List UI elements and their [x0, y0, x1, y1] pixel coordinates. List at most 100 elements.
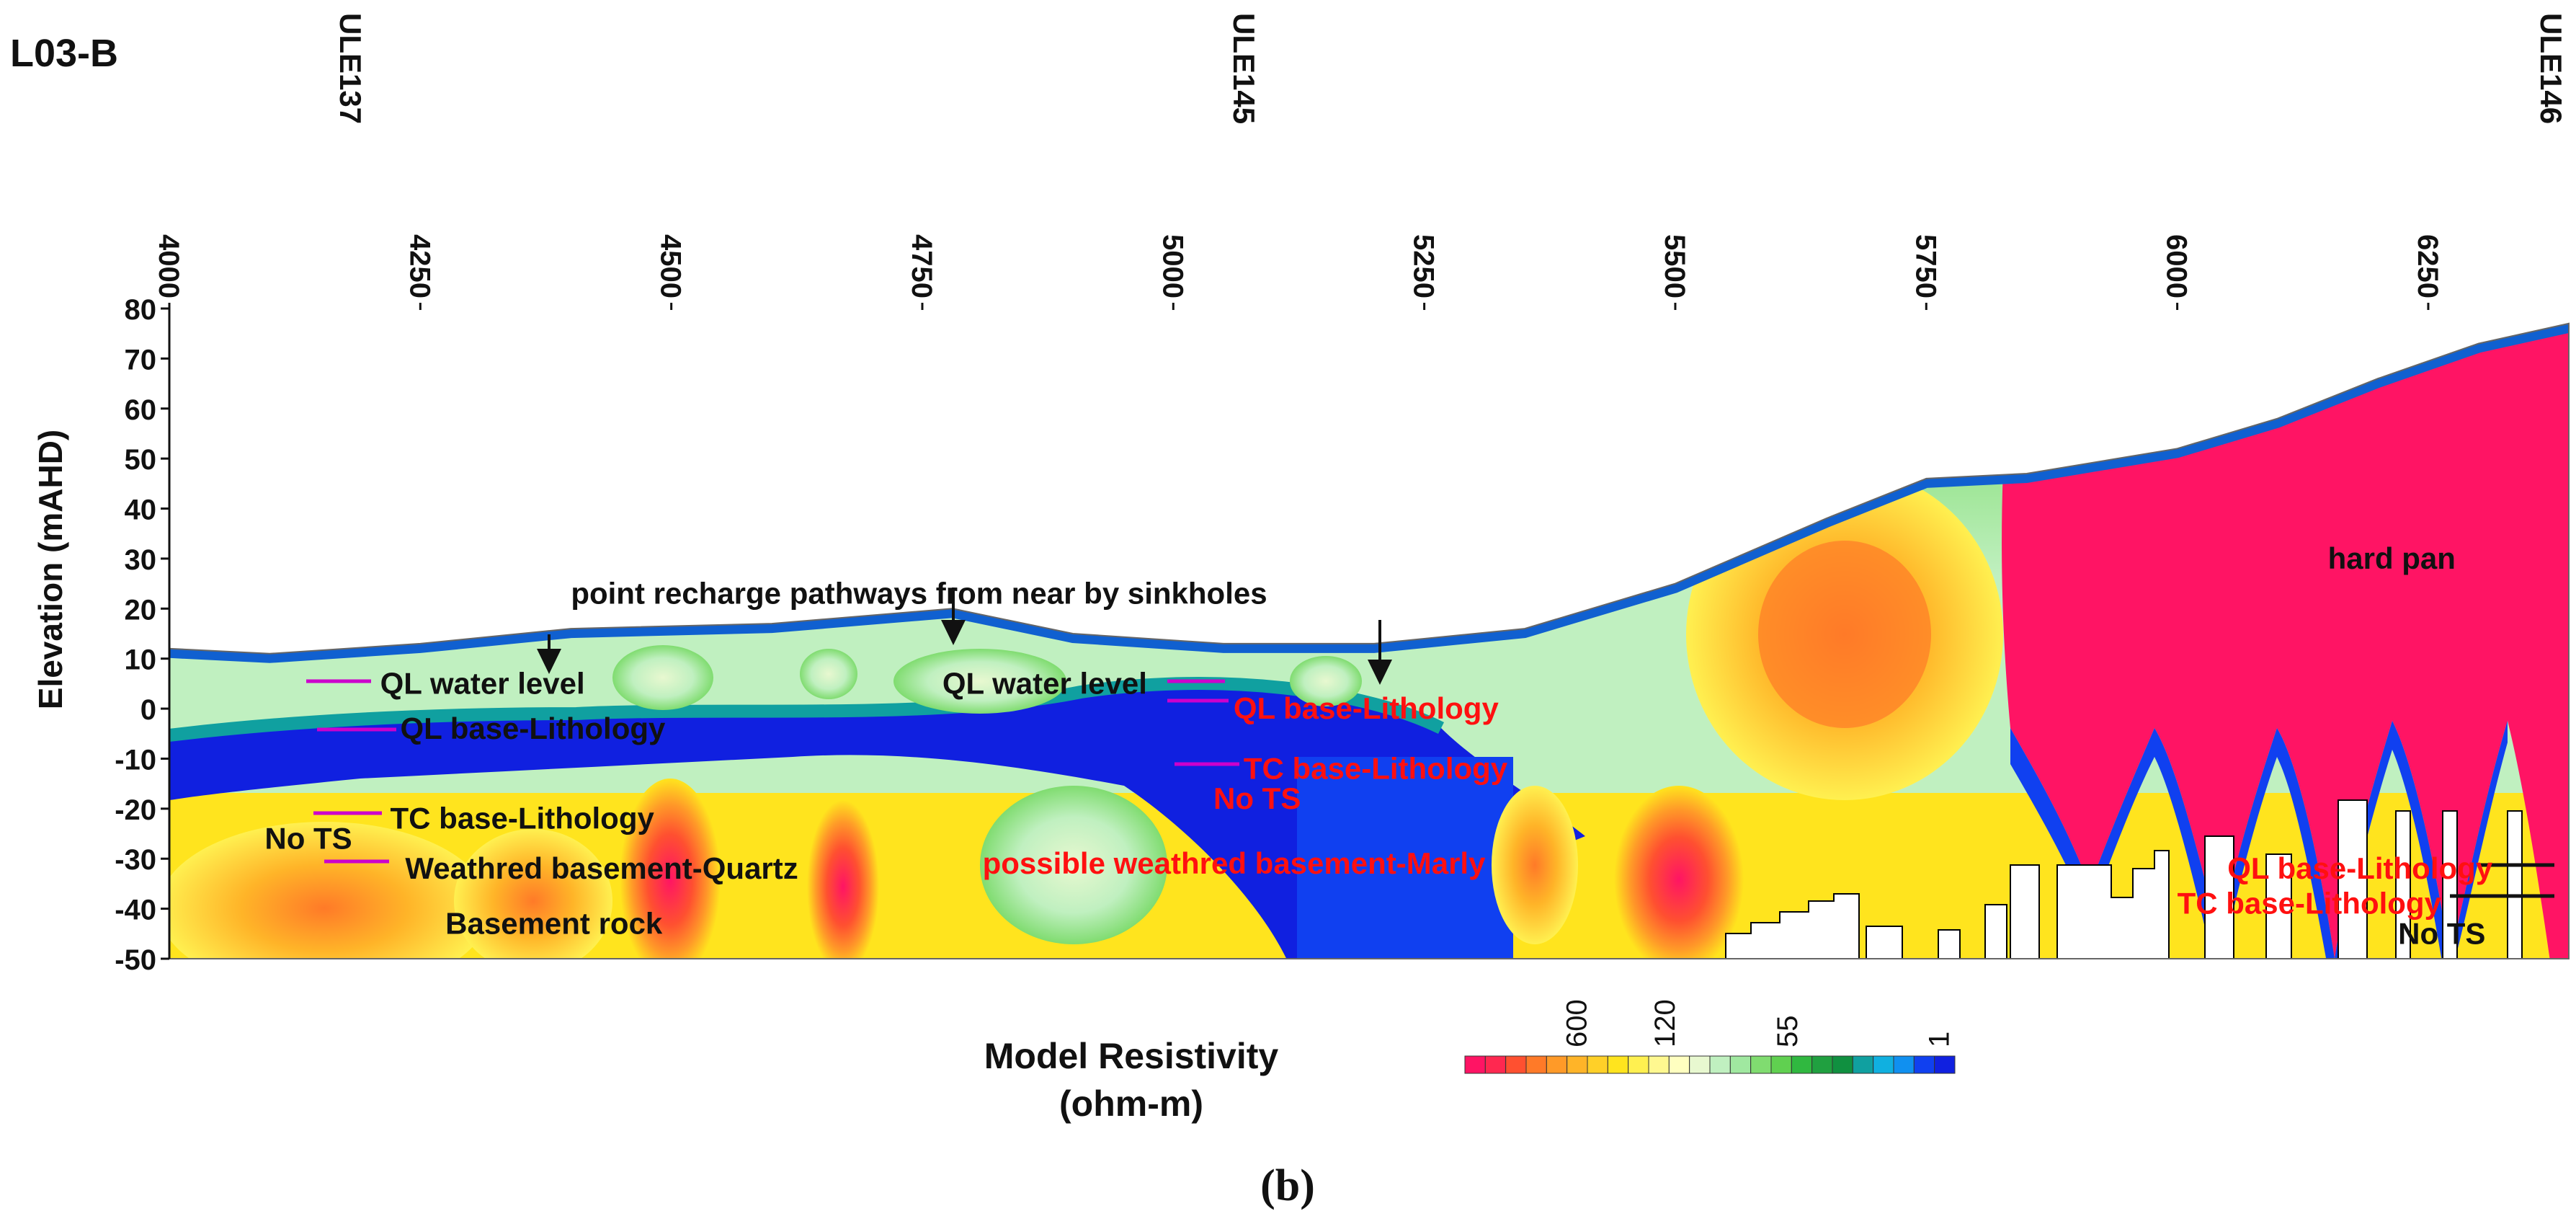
- central-pale-zone: [980, 786, 1167, 944]
- annotation-label: TC base-Lithology: [1244, 751, 1508, 785]
- legend-swatch: [1913, 1055, 1935, 1074]
- legend-swatch: [1832, 1055, 1853, 1074]
- x-tick-label: 5750: [1909, 234, 1941, 298]
- legend-tick-labels: 600 120 55 1: [1561, 999, 1955, 1047]
- basement-hot-zone-2: [807, 800, 879, 959]
- recharge-arrow-1: [537, 634, 561, 674]
- legend-title-line2: (ohm-m): [1059, 1083, 1203, 1124]
- x-tick-label: 5000: [1156, 234, 1188, 298]
- x-tick-label: 4750: [906, 234, 937, 298]
- annotations: point recharge pathways from near by sin…: [264, 541, 2492, 950]
- x-axis-ticks: 4000 4250 4500 4750 5000 5250 5500 5750 6000 6250: [153, 234, 2443, 310]
- basement-warm-zone-2: [454, 829, 612, 959]
- x-tick-label: 5250: [1408, 234, 1440, 298]
- annotation-label: No TS: [1213, 781, 1301, 815]
- conductive-blue-band: [169, 683, 1585, 959]
- legend-swatch: [1852, 1055, 1874, 1074]
- y-tick-label: 0: [141, 694, 156, 726]
- legend-swatch: [1729, 1055, 1752, 1074]
- y-tick-label: -10: [115, 744, 156, 776]
- y-tick-label: -50: [115, 944, 156, 976]
- shallow-pale-pocket-3: [800, 649, 857, 699]
- annotation-label: Weathred basement-Quartz: [405, 851, 798, 885]
- hard-pan-blue-fingers: [2010, 721, 2508, 959]
- y-tick-label: -30: [115, 844, 156, 876]
- annotation-label: TC base-Lithology: [391, 802, 655, 835]
- shallow-pale-pocket-4: [1290, 656, 1362, 706]
- borehole-label: ULE137: [334, 13, 367, 124]
- legend-tick-label: 55: [1772, 1016, 1804, 1048]
- annotation-label: hard pan: [2328, 541, 2456, 575]
- y-axis: 80 70 60 50 40 30 20 10 0 -10 -20 -30 -40 -50: [115, 294, 171, 976]
- annotation-label: QL water level: [942, 666, 1147, 700]
- borehole-label: ULE146: [2534, 13, 2568, 124]
- y-axis-label: Elevation (mAHD): [32, 430, 69, 709]
- legend-swatch: [1464, 1055, 1486, 1074]
- legend-swatch: [1934, 1055, 1956, 1074]
- basement-warm-zone-1: [169, 822, 490, 959]
- annotation-label: TC base-Lithology: [2178, 887, 2442, 921]
- hard-pan-zone: [2002, 324, 2569, 959]
- y-tick-label: 30: [125, 544, 157, 576]
- interface-markers: [306, 679, 2554, 898]
- conductive-blue-edge: [169, 677, 1445, 742]
- x-tick-label: 6000: [2161, 234, 2193, 298]
- legend-swatch: [1668, 1055, 1690, 1074]
- annotation-label: point recharge pathways from near by sin…: [571, 576, 1267, 610]
- y-tick-label: 80: [125, 294, 157, 326]
- annotation-label: Basement rock: [445, 906, 663, 940]
- legend-swatch: [1689, 1055, 1711, 1074]
- annotation-label: QL water level: [380, 666, 585, 700]
- basement-hot-zone-3: [1614, 786, 1744, 959]
- annotation-label: QL base-Lithology: [2227, 851, 2493, 885]
- recharge-arrow-3: [1368, 620, 1392, 685]
- y-tick-label: 50: [125, 444, 157, 476]
- y-tick-label: 60: [125, 394, 157, 426]
- legend-tick-label: 1: [1924, 1032, 1956, 1047]
- x-tick-label: 4000: [153, 234, 184, 298]
- legend-swatch: [1709, 1055, 1731, 1074]
- borehole-labels: ULE137 ULE145 ULE146: [334, 13, 2568, 124]
- annotation-label: No TS: [264, 821, 352, 855]
- legend: Model Resistivity (ohm-m) 600 120 55 1: [984, 999, 1956, 1124]
- basement-warm-zone-3: [1492, 786, 1578, 944]
- eastern-warm-core: [1758, 541, 1931, 728]
- legend-swatch: [1811, 1055, 1833, 1074]
- legend-swatch: [1546, 1055, 1568, 1074]
- recharge-arrow-2: [941, 587, 966, 645]
- figure-caption: (b): [1260, 1161, 1315, 1210]
- legend-swatch: [1750, 1055, 1772, 1074]
- annotation-label: QL base-Lithology: [400, 711, 666, 745]
- legend-swatch: [1770, 1055, 1792, 1074]
- x-tick-label: 4250: [404, 234, 435, 298]
- legend-swatch: [1648, 1055, 1670, 1074]
- legend-swatch: [1525, 1055, 1547, 1074]
- annotation-label: possible weathred basement-Marly: [983, 846, 1487, 880]
- legend-color-bar: [1464, 1055, 1956, 1074]
- annotation-label: No TS: [2398, 916, 2485, 950]
- legend-swatch: [1893, 1055, 1915, 1074]
- legend-swatch: [1791, 1055, 1813, 1074]
- figure-id: L03-B: [10, 32, 118, 75]
- y-tick-label: 40: [125, 495, 157, 526]
- deep-blue-zone: [1297, 757, 1513, 959]
- surface-blue-skin: [169, 323, 2569, 663]
- no-data-blocks: [1725, 799, 2523, 959]
- section-outline: [169, 322, 2570, 959]
- shallow-pale-pocket-1: [612, 645, 713, 710]
- y-tick-label: 20: [125, 594, 157, 626]
- legend-swatch: [1484, 1055, 1507, 1074]
- x-tick-label: 6250: [2412, 234, 2443, 298]
- annotation-label: QL base-Lithology: [1234, 691, 1499, 725]
- legend-swatch: [1607, 1055, 1629, 1074]
- y-tick-label: -20: [115, 794, 156, 826]
- legend-title-line1: Model Resistivity: [984, 1036, 1279, 1076]
- y-tick-label: 70: [125, 344, 157, 376]
- y-tick-label: 10: [125, 644, 157, 676]
- x-tick-label: 5500: [1659, 234, 1690, 298]
- legend-swatch: [1873, 1055, 1894, 1074]
- legend-tick-label: 600: [1561, 999, 1592, 1047]
- basement-hot-zone-1: [620, 779, 721, 959]
- borehole-label: ULE145: [1227, 13, 1261, 124]
